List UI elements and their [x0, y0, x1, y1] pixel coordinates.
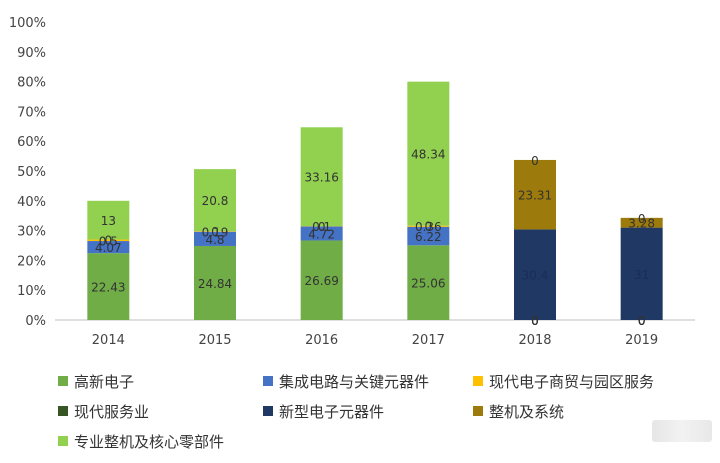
legend-item: 高新电子: [58, 371, 263, 392]
legend-swatch: [58, 376, 68, 386]
data-label: 4.07: [95, 241, 122, 255]
bar-segment: [87, 239, 130, 242]
legend-item: 现代电子商贸与园区服务: [473, 371, 718, 392]
x-tick-label: 2018: [518, 333, 551, 348]
data-label: 0.36: [415, 220, 442, 234]
bar-segment: [87, 200, 130, 240]
y-tick-label: 30%: [17, 225, 46, 240]
data-label: 23.31: [518, 189, 552, 203]
y-tick-label: 20%: [17, 254, 46, 269]
y-tick-label: 0%: [25, 314, 46, 329]
x-tick-label: 2019: [625, 333, 658, 348]
data-label: 25.06: [411, 277, 445, 291]
data-label: 0: [531, 314, 539, 328]
x-tick-label: 2014: [92, 333, 125, 348]
legend-label: 专业整机及核心零部件: [74, 432, 225, 451]
data-label: 0: [638, 314, 646, 328]
data-label: 4.8: [205, 233, 224, 247]
bar-segment: [407, 245, 450, 320]
data-label: 0.19: [202, 225, 229, 239]
legend-label: 现代服务业: [74, 402, 150, 421]
data-label: 0: [638, 314, 646, 328]
data-label: 0: [531, 314, 539, 328]
y-tick-label: 10%: [17, 284, 46, 299]
data-label: 0: [531, 154, 539, 168]
legend-swatch: [263, 406, 273, 416]
x-tick-label: 2015: [198, 333, 231, 348]
data-label: 30.4: [522, 269, 549, 283]
bar-segment: [514, 159, 556, 230]
y-tick-label: 90%: [17, 46, 46, 61]
data-label: 48.34: [411, 148, 445, 162]
bar-segment: [620, 217, 663, 228]
y-tick-label: 40%: [17, 195, 46, 210]
legend-swatch: [58, 436, 68, 446]
data-label: 0: [318, 220, 326, 234]
bar-segment: [620, 227, 663, 320]
legend-item: 新型电子元器件: [263, 401, 473, 422]
y-tick-label: 70%: [17, 105, 46, 120]
data-label: 0: [531, 314, 539, 328]
bar-segment: [407, 225, 450, 227]
data-label: 3.28: [628, 217, 655, 231]
bar-segment: [300, 226, 343, 241]
data-label: 0: [105, 234, 113, 248]
legend-item: 集成电路与关键元器件: [263, 371, 473, 392]
legend-label: 整机及系统: [489, 402, 565, 421]
legend-label: 集成电路与关键元器件: [279, 372, 430, 391]
legend-swatch: [473, 406, 483, 416]
bar-segment: [87, 241, 130, 254]
legend-label: 高新电子: [74, 372, 135, 391]
bar-segment: [514, 229, 556, 320]
data-label: 0: [638, 314, 646, 328]
bar-segment: [87, 253, 130, 320]
data-label: 24.84: [198, 277, 232, 291]
data-label: 20.8: [202, 194, 229, 208]
data-label: 0: [638, 314, 646, 328]
data-label: 26.69: [304, 274, 338, 288]
y-tick-label: 100%: [9, 16, 46, 31]
bar-segment: [407, 81, 450, 226]
data-label: 0: [211, 225, 219, 239]
blurred-watermark: [652, 420, 712, 442]
data-label: 0.5: [99, 234, 118, 248]
bar-segment: [300, 240, 343, 320]
legend-label: 新型电子元器件: [279, 402, 385, 421]
bar-segment: [300, 127, 343, 227]
x-tick-label: 2017: [412, 333, 445, 348]
data-label: 6.22: [415, 230, 442, 244]
legend: 高新电子 集成电路与关键元器件 现代电子商贸与园区服务 现代服务业 新型电子元器…: [58, 366, 718, 456]
data-label: 22.43: [91, 281, 125, 295]
data-label: 0: [425, 220, 433, 234]
legend-item: 整机及系统: [473, 401, 718, 422]
bar-segment: [194, 245, 236, 320]
data-label: 0: [638, 212, 646, 226]
data-label: 0: [531, 314, 539, 328]
data-label: 31: [634, 268, 649, 282]
data-label: 13: [101, 214, 116, 228]
legend-item: 现代服务业: [58, 401, 263, 422]
bar-segment: [194, 231, 236, 246]
data-label: 0.1: [312, 220, 331, 234]
legend-item: 专业整机及核心零部件: [58, 431, 263, 452]
data-label: 33.16: [304, 171, 338, 185]
legend-swatch: [58, 406, 68, 416]
bar-segment: [194, 169, 236, 232]
legend-swatch: [263, 376, 273, 386]
data-label: 4.72: [308, 227, 335, 241]
y-tick-label: 80%: [17, 76, 46, 91]
legend-label: 现代电子商贸与园区服务: [489, 372, 655, 391]
bar-segment: [407, 226, 450, 246]
y-tick-label: 50%: [17, 165, 46, 180]
bar-segment: [194, 231, 236, 232]
x-tick-label: 2016: [305, 333, 338, 348]
y-tick-label: 60%: [17, 135, 46, 150]
legend-swatch: [473, 376, 483, 386]
